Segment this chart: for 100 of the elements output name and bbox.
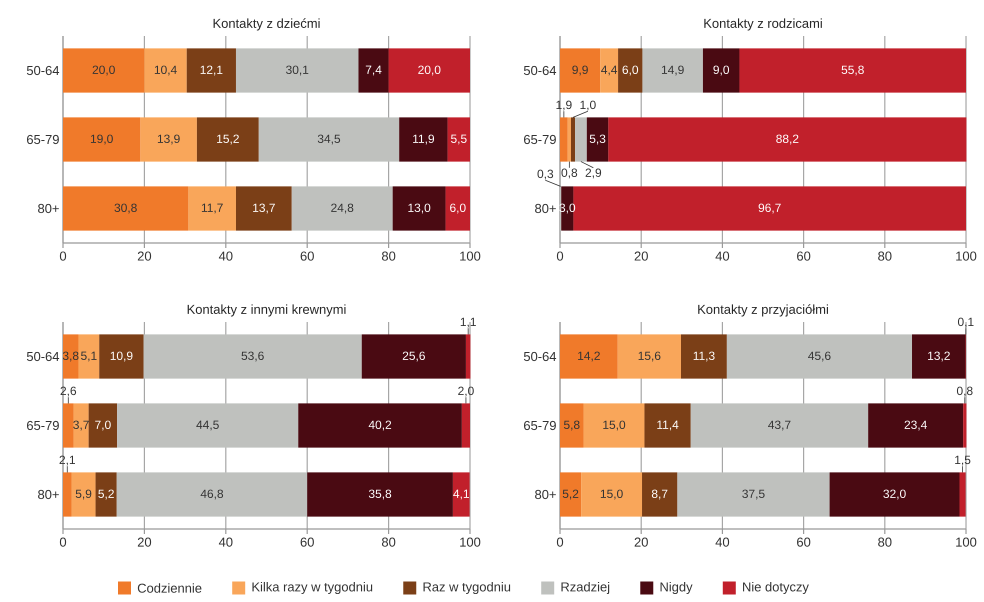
data-label: 5,8 bbox=[564, 420, 580, 430]
data-label: 46,8 bbox=[200, 490, 224, 500]
bar bbox=[446, 186, 470, 231]
x-tick-label: 20 bbox=[634, 538, 648, 547]
data-label: 23,4 bbox=[904, 420, 927, 430]
bar bbox=[642, 472, 678, 517]
data-label: 5,2 bbox=[562, 490, 578, 500]
bar bbox=[116, 472, 308, 517]
y-tick-label: 65-79 bbox=[27, 134, 59, 144]
chart-title: Kontakty z innymi krewnymi bbox=[188, 304, 346, 317]
bar bbox=[690, 403, 868, 448]
bar bbox=[392, 186, 446, 231]
bar bbox=[307, 472, 453, 517]
bar bbox=[117, 403, 298, 448]
bar bbox=[188, 186, 236, 231]
bar bbox=[63, 403, 74, 448]
x-tick-label: 80 bbox=[878, 538, 892, 547]
y-tick-label: 80+ bbox=[38, 490, 59, 500]
data-label: 3,8 bbox=[62, 352, 79, 362]
data-label: 1,5 bbox=[955, 456, 970, 466]
data-label: 15,0 bbox=[603, 420, 626, 430]
data-label: 44,5 bbox=[196, 420, 219, 430]
bar bbox=[298, 403, 462, 448]
x-tick-label: 40 bbox=[218, 252, 233, 261]
x-tick-label: 100 bbox=[460, 252, 480, 261]
bar bbox=[600, 48, 618, 93]
legend-label: Rzadziej bbox=[561, 582, 610, 594]
bar bbox=[702, 48, 740, 93]
data-label: 20,0 bbox=[92, 66, 115, 76]
data-label: 45,6 bbox=[808, 352, 831, 362]
bar bbox=[99, 334, 144, 379]
data-label: 5,9 bbox=[76, 490, 92, 500]
legend-label: Nie dotyczy bbox=[743, 582, 809, 594]
data-label: 5,1 bbox=[81, 352, 97, 362]
data-label: 1,0 bbox=[580, 100, 596, 111]
y-tick-label: 65-79 bbox=[524, 420, 556, 430]
data-label: 25,6 bbox=[402, 352, 425, 362]
bar bbox=[575, 117, 587, 162]
bar bbox=[388, 48, 470, 93]
data-label: 88,2 bbox=[776, 134, 798, 144]
x-tick-label: 20 bbox=[138, 538, 152, 547]
chart-title: Kontakty z dziećmi bbox=[214, 18, 320, 30]
data-label: 14,2 bbox=[578, 352, 600, 362]
bar bbox=[236, 48, 358, 93]
legend-label: Codziennie bbox=[138, 583, 202, 593]
bar bbox=[236, 186, 292, 231]
bar bbox=[560, 472, 582, 517]
y-tick-label: 50-64 bbox=[26, 352, 60, 362]
bar bbox=[74, 403, 89, 448]
bar bbox=[570, 117, 576, 162]
data-label: 20,0 bbox=[418, 66, 440, 76]
data-label: 2,1 bbox=[60, 456, 75, 466]
x-tick-label: 100 bbox=[460, 538, 480, 547]
y-tick-label: 80+ bbox=[38, 204, 59, 214]
data-label: 13,0 bbox=[408, 204, 430, 214]
y-tick-label: 50-64 bbox=[524, 352, 556, 362]
x-tick-label: 100 bbox=[956, 252, 976, 261]
bar bbox=[560, 403, 584, 448]
bar bbox=[144, 48, 187, 93]
data-label: 30,1 bbox=[286, 66, 308, 76]
data-label: 53,6 bbox=[242, 352, 264, 362]
data-label: 1,9 bbox=[556, 100, 572, 111]
bar bbox=[63, 472, 72, 517]
x-tick-label: 0 bbox=[556, 538, 564, 547]
data-label: 7,4 bbox=[366, 66, 382, 76]
data-label: 0,3 bbox=[538, 170, 554, 180]
bar bbox=[618, 48, 642, 93]
x-tick-label: 80 bbox=[878, 252, 892, 261]
bar bbox=[960, 472, 966, 517]
data-label: 11,7 bbox=[202, 204, 223, 214]
bar bbox=[358, 48, 389, 93]
bar bbox=[830, 472, 960, 517]
x-tick-label: 40 bbox=[716, 538, 730, 547]
data-label: 37,5 bbox=[742, 490, 765, 500]
data-label: 10,9 bbox=[110, 352, 132, 362]
data-label: 5,2 bbox=[98, 490, 114, 500]
bar bbox=[96, 472, 117, 517]
x-tick-label: 60 bbox=[797, 252, 810, 261]
data-label: 8,7 bbox=[652, 490, 668, 500]
data-label: 12,1 bbox=[200, 66, 222, 76]
data-label: 11,3 bbox=[694, 352, 715, 362]
data-label: 13,9 bbox=[158, 134, 180, 144]
x-tick-label: 20 bbox=[138, 252, 152, 261]
data-label: 19,0 bbox=[90, 134, 113, 144]
bar bbox=[618, 334, 681, 379]
bar bbox=[642, 48, 703, 93]
data-label: 15,6 bbox=[638, 352, 660, 362]
bar bbox=[560, 48, 600, 93]
bar bbox=[72, 472, 96, 517]
bar bbox=[452, 472, 470, 517]
legend-label: Kilka razy w tygodniu bbox=[252, 582, 372, 594]
x-tick-label: 60 bbox=[797, 538, 810, 547]
bar bbox=[466, 334, 470, 379]
data-label: 15,2 bbox=[217, 134, 239, 144]
x-tick-label: 0 bbox=[60, 538, 66, 547]
bar bbox=[78, 334, 100, 379]
bar bbox=[144, 334, 362, 379]
y-tick-label: 65-79 bbox=[27, 420, 59, 430]
bar bbox=[63, 117, 140, 162]
x-tick-label: 100 bbox=[956, 538, 976, 547]
